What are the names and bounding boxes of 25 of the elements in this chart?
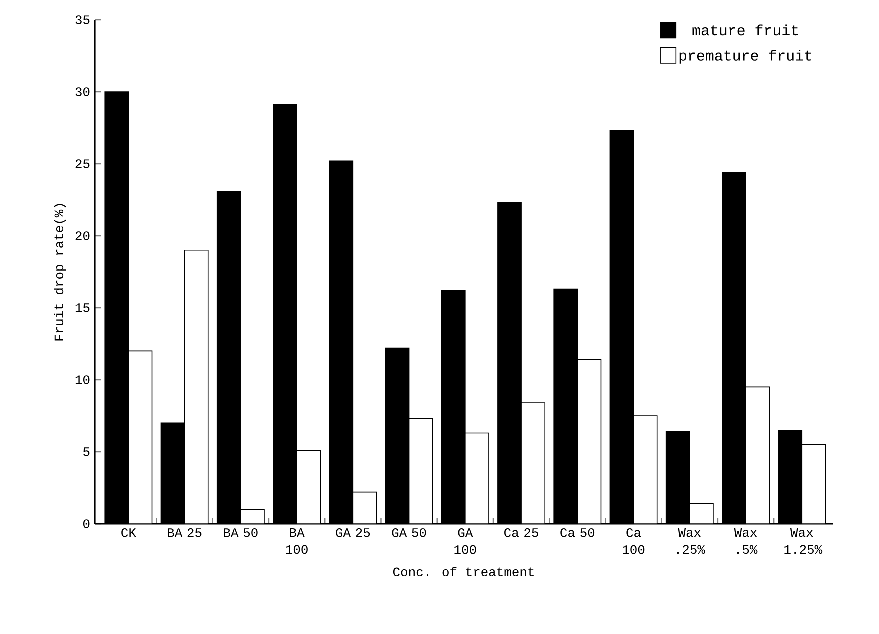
- x-tick-label: GA 100: [454, 528, 476, 554]
- x-tick-label: Ca 100: [623, 528, 645, 554]
- x-tick-label: GA 25: [336, 528, 370, 538]
- x-tick-label: BA 25: [168, 528, 202, 538]
- x-tick-label: Ca 25: [504, 528, 538, 538]
- x-tick-label: Wax .5%: [734, 528, 758, 554]
- x-tick-label: BA 100: [286, 528, 308, 554]
- x-tick-label: GA 50: [392, 528, 426, 538]
- y-tick-label: 15: [76, 304, 90, 312]
- y-tick-label: 25: [76, 160, 90, 168]
- y-tick-label: 0: [84, 520, 90, 528]
- y-tick-label: 20: [76, 232, 90, 240]
- legend-label: premature fruit: [680, 50, 812, 64]
- y-axis-title: Fruit drop rate(%): [54, 204, 66, 341]
- x-tick-label: Wax .25%: [677, 528, 706, 554]
- y-tick-label: 35: [76, 16, 90, 24]
- x-tick-label: Ca 50: [560, 528, 595, 538]
- legend-label: mature fruit: [692, 24, 798, 36]
- y-tick-label: 10: [76, 376, 90, 384]
- x-tick-label: CK: [122, 528, 136, 538]
- y-tick-label: 5: [84, 448, 90, 456]
- x-tick-label: BA 50: [224, 528, 258, 538]
- x-tick-label: Wax 1.25%: [784, 528, 823, 554]
- x-axis-title: Conc. of treatment: [393, 567, 534, 577]
- y-tick-label: 30: [76, 88, 90, 96]
